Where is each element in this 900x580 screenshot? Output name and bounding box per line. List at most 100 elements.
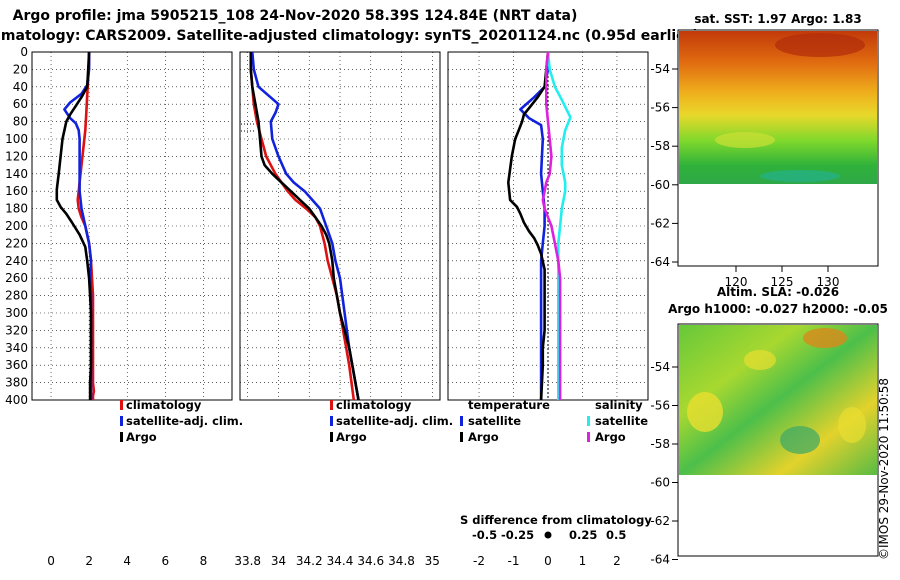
sst-lat-label-5: -64 — [650, 255, 670, 269]
depth-tick-label-2: 40 — [13, 80, 28, 94]
depth-tick-label-8: 160 — [5, 184, 28, 198]
sla-lat-label-4: -62 — [650, 514, 670, 528]
sdiff-tick-1: -0.5 — [472, 528, 497, 542]
difference-axis: -2 -1 0 1 2 — [473, 554, 621, 568]
diff-tick-label-4: 2 — [613, 554, 621, 568]
legend3-temp-argo-swatch — [460, 432, 463, 442]
sst-lat-label-4: -62 — [650, 216, 670, 230]
sdiff-tick-2: -0.25 — [501, 528, 534, 542]
legend3-temp-sat-swatch — [460, 416, 463, 426]
difference-panel — [447, 51, 649, 401]
depth-tick-label-16: 320 — [5, 323, 28, 337]
temp-tick-label-0: 0 — [47, 554, 55, 568]
legend2-clim-swatch — [330, 400, 333, 410]
sdiff-tick-5: 0.5 — [606, 528, 626, 542]
timestamp-stamp: ©IMOS 29-Nov-2020 11:50:58 — [877, 378, 891, 560]
salinity-legend: climatology satellite-adj. clim. Argo — [330, 398, 453, 444]
legend3-temperature-title: temperature — [468, 398, 550, 412]
depth-tick-label-10: 200 — [5, 219, 28, 233]
temp-series-argo — [55, 51, 93, 400]
sst-lat-label-2: -58 — [650, 139, 670, 153]
sla-lat-label-5: -64 — [650, 553, 670, 567]
sla-lat-axis: -54 -56 -58 -60 -62 -64 — [650, 360, 678, 567]
sst-lat-label-1: -56 — [650, 101, 670, 115]
depth-tick-label-5: 100 — [5, 132, 28, 146]
depth-tick-label-9: 180 — [5, 202, 28, 216]
sla-low-patch — [780, 426, 820, 454]
temperature-grid — [32, 51, 232, 401]
sst-lat-label-0: -54 — [650, 62, 670, 76]
temp-tick-label-4: 8 — [200, 554, 208, 568]
sst-map: sat. SST: 1.97 Argo: 1.83 — [650, 12, 879, 289]
depth-tick-label-20: 400 — [5, 393, 28, 407]
sla-high-patch — [803, 328, 847, 348]
sla-patch-3 — [838, 407, 866, 443]
diff-tick-label-3: 1 — [579, 554, 587, 568]
legend1-clim: climatology — [126, 398, 202, 412]
depth-tick-label-14: 280 — [5, 289, 28, 303]
depth-tick-label-12: 240 — [5, 254, 28, 268]
depth-tick-label-6: 120 — [5, 149, 28, 163]
title-line-2: Climatology: CARS2009. Satellite-adjuste… — [0, 28, 699, 44]
diff-tick-label-2: 0 — [544, 554, 552, 568]
temperature-axis: 0 2 4 6 8 — [47, 554, 207, 568]
sal-tick-label-4: 34.6 — [357, 554, 384, 568]
sdiff-tick-4: 0.25 — [569, 528, 597, 542]
depth-tick-label-1: 20 — [13, 62, 28, 76]
legend1-argo-swatch — [120, 432, 123, 442]
temperature-panel — [31, 51, 233, 401]
sst-lon-label-2: 130 — [817, 275, 840, 289]
sal-series-satellite-adj-clim- — [251, 51, 360, 401]
sla-patch-2 — [744, 350, 776, 370]
sal-tick-label-2: 34.2 — [296, 554, 323, 568]
legend2-argo-swatch — [330, 432, 333, 442]
sla-lat-label-2: -58 — [650, 437, 670, 451]
difference-series — [506, 51, 572, 401]
sdiff-zero-dot — [544, 531, 552, 539]
legend3-temp-argo: Argo — [468, 430, 499, 444]
legend3-sal-argo: Argo — [595, 430, 626, 444]
sst-mid-patch — [715, 132, 775, 148]
legend2-argo: Argo — [336, 430, 367, 444]
sst-map-title: sat. SST: 1.97 Argo: 1.83 — [694, 12, 861, 26]
sal-series-argo — [249, 52, 360, 401]
depth-tick-label-13: 260 — [5, 271, 28, 285]
legend2-sat-swatch — [330, 416, 333, 426]
temp-tick-label-2: 4 — [123, 554, 131, 568]
diff-series-salinity-satellite — [546, 51, 572, 400]
salinity-series — [249, 51, 360, 401]
depth-tick-label-3: 60 — [13, 97, 28, 111]
sal-tick-label-3: 34.4 — [327, 554, 354, 568]
diff-tick-label-1: -1 — [508, 554, 520, 568]
sst-lat-label-3: -60 — [650, 178, 670, 192]
legend3-sal-argo-swatch — [587, 432, 590, 442]
sst-lon-label-0: 120 — [725, 275, 748, 289]
temp-tick-label-3: 6 — [162, 554, 170, 568]
legend3-sal-sat: satellite — [595, 414, 648, 428]
depth-tick-label-7: 140 — [5, 167, 28, 181]
sla-map: Altim. SLA: -0.026 Argo h1000: -0.027 h2… — [650, 285, 887, 567]
legend3-temp-sat: satellite — [468, 414, 521, 428]
sla-lat-label-0: -54 — [650, 360, 670, 374]
sdiff-title: S difference from climatology — [460, 513, 652, 527]
legend3-sal-sat-swatch — [587, 416, 590, 426]
legend1-sat: satellite-adj. clim. — [126, 414, 243, 428]
temperature-series — [55, 51, 96, 400]
sal-tick-label-1: 34 — [271, 554, 286, 568]
sal-tick-label-6: 35 — [425, 554, 440, 568]
sst-cool-patch — [760, 170, 840, 182]
depth-tick-label-18: 360 — [5, 358, 28, 372]
sla-lat-label-1: -56 — [650, 399, 670, 413]
legend2-sat: satellite-adj. clim. — [336, 414, 453, 428]
sal-tick-label-0: 33.8 — [234, 554, 261, 568]
sla-map-title-b: Argo h1000: -0.027 h2000: -0.05 — [668, 302, 888, 316]
depth-tick-label-4: 80 — [13, 115, 28, 129]
temperature-legend: climatology satellite-adj. clim. Argo — [120, 398, 243, 444]
sst-lon-axis: 120 125 130 — [725, 266, 840, 289]
diff-series-salinity-argo — [541, 51, 562, 400]
legend2-clim: climatology — [336, 398, 412, 412]
sla-lat-label-3: -60 — [650, 476, 670, 490]
legend1-clim-swatch — [120, 400, 123, 410]
sst-map-field — [679, 31, 877, 184]
